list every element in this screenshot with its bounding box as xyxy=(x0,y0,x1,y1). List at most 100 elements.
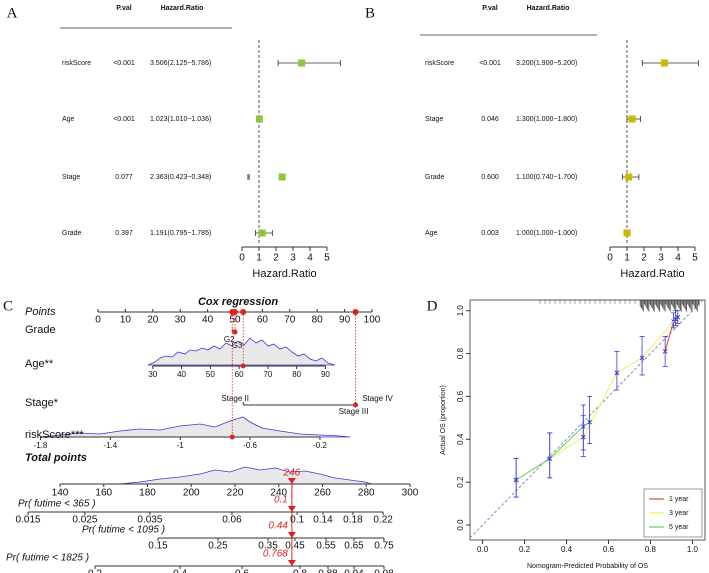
x-tick-label: 2 xyxy=(273,253,279,264)
probability-tick-label: 0.18 xyxy=(343,515,363,526)
points-tick-label: 80 xyxy=(312,315,324,326)
nomogram-title: Cox regression xyxy=(198,296,278,308)
variable-label: Grade xyxy=(25,324,56,336)
p-value: <0.001 xyxy=(113,116,135,123)
calibration-point xyxy=(614,370,620,376)
x-tick-label: 4 xyxy=(675,253,681,264)
variable-tick-label: -0.6 xyxy=(243,441,257,450)
legend-label: 1 year xyxy=(669,496,689,503)
probability-selected-label: 0.768 xyxy=(263,549,288,560)
y-tick-label: 0.2 xyxy=(456,476,465,488)
x-tick-label: 5 xyxy=(324,253,330,264)
hr-square xyxy=(625,173,633,181)
row-label: Grade xyxy=(62,230,82,237)
x-axis-label: Nomogram-Predicted Probability of OS xyxy=(527,563,648,570)
variable-tick-label: 40 xyxy=(177,370,186,379)
calibration-point xyxy=(547,456,553,461)
points-tick-label: 30 xyxy=(175,315,187,326)
hr-square xyxy=(258,229,266,237)
x-tick-label: 0 xyxy=(239,253,245,264)
selected-points-dot xyxy=(229,309,236,315)
x-tick-label: 2 xyxy=(641,253,647,264)
column-header: Hazard.Ratio xyxy=(161,5,204,12)
p-value: <0.001 xyxy=(113,60,135,67)
p-value: <0.001 xyxy=(479,60,501,67)
x-tick-label: 3 xyxy=(658,253,664,264)
variable-tick-label: -1 xyxy=(177,441,185,450)
panel-label: C xyxy=(3,298,13,314)
probability-selected-label: 0.1 xyxy=(274,495,288,506)
column-header: P.val xyxy=(482,5,497,12)
level-label: Stage III xyxy=(339,407,369,416)
row-label: Age xyxy=(62,116,75,123)
calibration-point xyxy=(513,477,519,483)
row-label: riskScore xyxy=(425,60,454,67)
calibration-point xyxy=(639,355,645,361)
x-tick-label: 0.8 xyxy=(645,545,657,554)
variable-tick-label: 60 xyxy=(235,370,244,379)
row-label: Stage xyxy=(425,116,443,123)
hr-label: 1.191(0.795−1.785) xyxy=(150,230,211,237)
column-header: Hazard.Ratio xyxy=(527,5,570,12)
total-tick-label: 200 xyxy=(183,488,200,499)
column-header: P.val xyxy=(116,5,131,12)
points-tick-label: 0 xyxy=(95,315,101,326)
hr-label: 2.363(0.423−0.348) xyxy=(150,174,211,181)
calibration-line xyxy=(515,318,677,481)
probability-tick-label: 0.94 xyxy=(344,569,364,573)
probability-tick-label: 0.55 xyxy=(316,541,336,552)
probability-tick-label: 0.22 xyxy=(373,515,393,526)
level-label: G2 xyxy=(224,335,235,344)
probability-tick-label: 0.35 xyxy=(258,541,278,552)
total-tick-label: 260 xyxy=(314,488,331,499)
points-tick-label: 100 xyxy=(364,315,381,326)
points-tick-label: 60 xyxy=(257,315,269,326)
variable-label: Age** xyxy=(25,358,54,370)
total-marker xyxy=(287,478,296,484)
selected-points-dot xyxy=(240,309,247,315)
p-value: 0.003 xyxy=(481,230,499,237)
y-tick-label: 0.8 xyxy=(456,347,465,359)
probability-tick-label: 0.98 xyxy=(374,569,394,573)
variable-tick-label: 90 xyxy=(321,370,330,379)
p-value: 0.600 xyxy=(481,174,499,181)
x-tick-label: 0.4 xyxy=(561,545,573,554)
row-label: Stage xyxy=(62,174,80,181)
calibration-point xyxy=(662,349,668,354)
x-tick-label: 1 xyxy=(256,253,262,264)
variable-tick-label: -0.2 xyxy=(313,441,327,450)
probability-label: Pr( futime < 365 ) xyxy=(18,499,96,510)
hr-square xyxy=(628,115,636,123)
probability-tick-label: 0.8 xyxy=(293,569,307,573)
panel-label: D xyxy=(427,298,438,314)
total-label: Total points xyxy=(25,452,87,464)
x-tick-label: 0.2 xyxy=(519,545,531,554)
hr-label: 1.000(1.000−1.000) xyxy=(516,230,577,237)
x-tick-label: 5 xyxy=(692,253,698,264)
panel-label: A xyxy=(7,5,18,21)
variable-tick-label: 80 xyxy=(292,370,301,379)
probability-tick-label: 0.88 xyxy=(318,569,338,573)
hr-square xyxy=(255,115,263,123)
probability-tick-label: 0.15 xyxy=(148,541,168,552)
hr-label: 3.506(2.125−5.786) xyxy=(150,60,211,67)
probability-marker xyxy=(287,506,296,512)
riskscore-density xyxy=(39,416,351,438)
total-tick-label: 300 xyxy=(402,488,419,499)
ideal-line xyxy=(469,299,704,539)
p-value: 0.077 xyxy=(115,174,133,181)
total-tick-label: 180 xyxy=(139,488,156,499)
calibration-point xyxy=(587,419,592,425)
hr-label: 1.300(1.000−1.800) xyxy=(516,116,577,123)
y-tick-label: 0.6 xyxy=(456,390,465,402)
selected-dot xyxy=(353,402,359,408)
p-value: 0.397 xyxy=(115,230,133,237)
probability-tick-label: 0.25 xyxy=(208,541,228,552)
probability-tick-label: 0.06 xyxy=(222,515,242,526)
points-label: Points xyxy=(25,306,56,318)
total-tick-label: 160 xyxy=(95,488,112,499)
level-label: Stage IV xyxy=(362,394,393,403)
row-label: Grade xyxy=(425,174,445,181)
x-tick-label: 0.6 xyxy=(603,545,615,554)
